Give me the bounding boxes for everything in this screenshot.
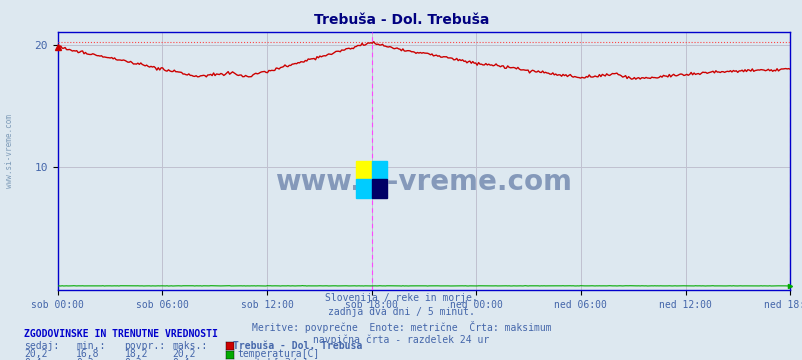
Text: Trebuša - Dol. Trebuša: Trebuša - Dol. Trebuša [233, 341, 362, 351]
Text: pretok[m3/s]: pretok[m3/s] [237, 358, 308, 360]
Text: 0,4: 0,4 [172, 358, 190, 360]
Text: 0,3: 0,3 [76, 358, 94, 360]
Text: 16,8: 16,8 [76, 349, 99, 359]
Text: navpična črta - razdelek 24 ur: navpična črta - razdelek 24 ur [313, 334, 489, 345]
Text: Trebuša - Dol. Trebuša: Trebuša - Dol. Trebuša [314, 13, 488, 27]
Text: www.si-vreme.com: www.si-vreme.com [5, 114, 14, 188]
Text: Meritve: povprečne  Enote: metrične  Črta: maksimum: Meritve: povprečne Enote: metrične Črta:… [251, 321, 551, 333]
Text: temperatura[C]: temperatura[C] [237, 349, 319, 359]
Text: min.:: min.: [76, 341, 106, 351]
Text: Slovenija / reke in morje.: Slovenija / reke in morje. [325, 293, 477, 303]
Text: sedaj:: sedaj: [24, 341, 59, 351]
Bar [355, 161, 371, 180]
Text: zadnja dva dni / 5 minut.: zadnja dva dni / 5 minut. [328, 307, 474, 317]
Text: www.si-vreme.com: www.si-vreme.com [275, 168, 572, 196]
Bar [371, 180, 387, 198]
Text: 18,2: 18,2 [124, 349, 148, 359]
Text: 20,2: 20,2 [172, 349, 196, 359]
Bar [371, 161, 387, 180]
Text: maks.:: maks.: [172, 341, 208, 351]
Text: 20,2: 20,2 [24, 349, 47, 359]
Text: 0,4: 0,4 [24, 358, 42, 360]
Text: povpr.:: povpr.: [124, 341, 165, 351]
Bar [355, 180, 371, 198]
Text: ZGODOVINSKE IN TRENUTNE VREDNOSTI: ZGODOVINSKE IN TRENUTNE VREDNOSTI [24, 329, 217, 339]
Text: 0,3: 0,3 [124, 358, 142, 360]
